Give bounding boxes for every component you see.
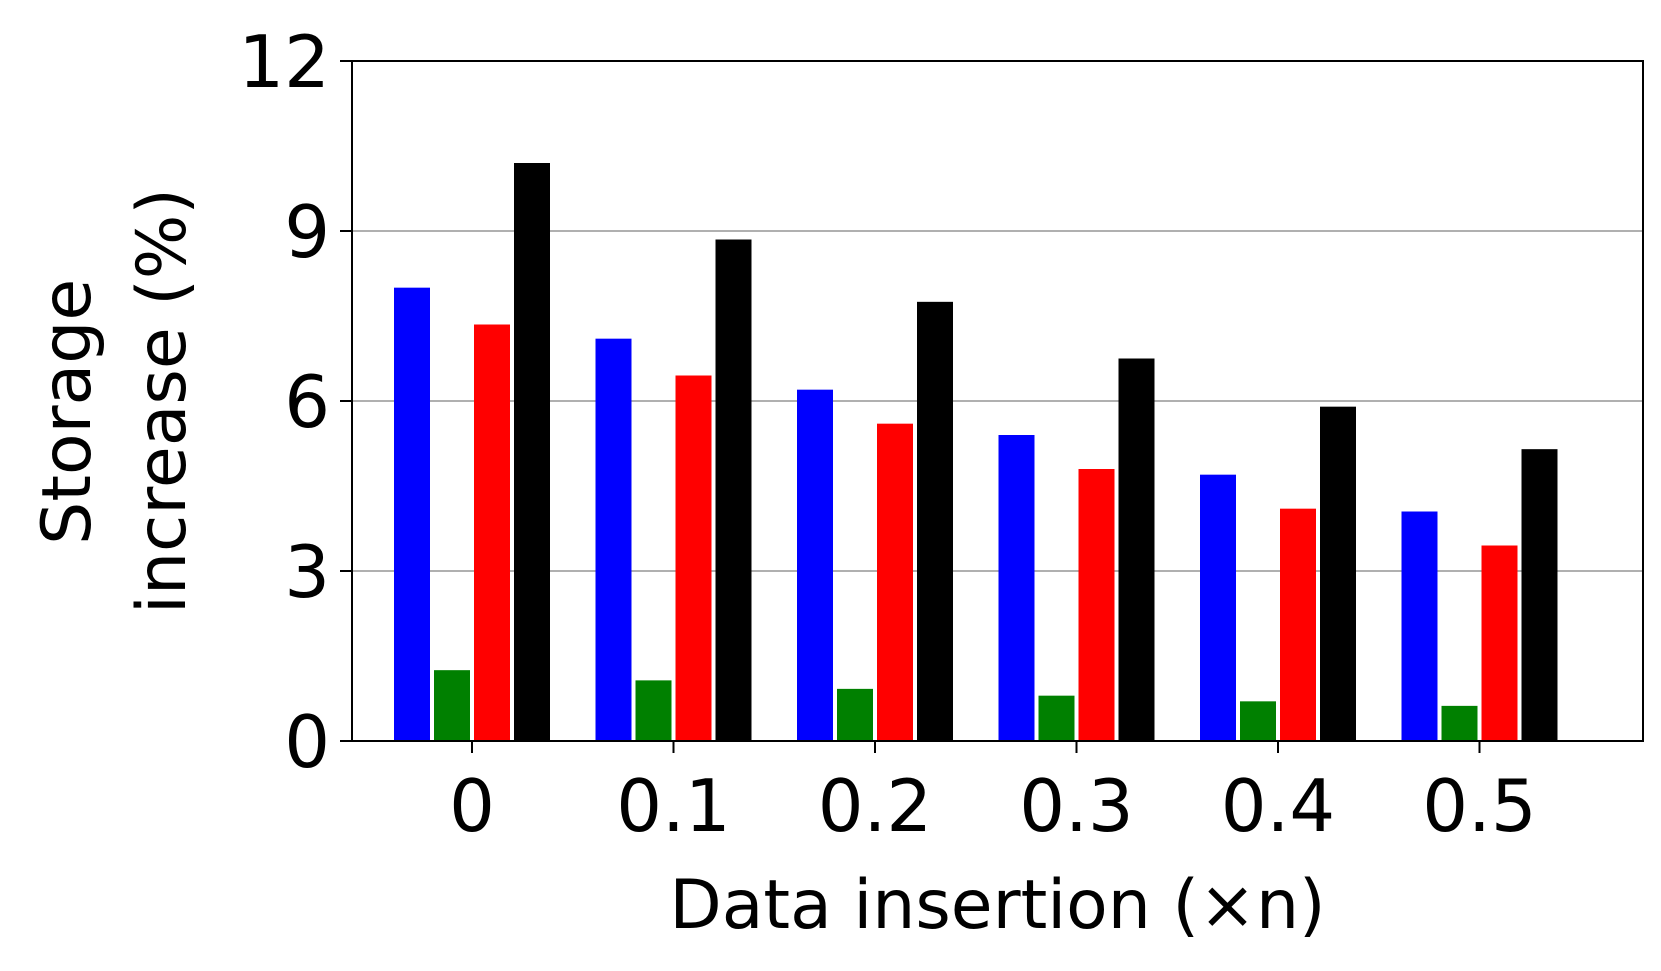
- x-tick-label: 0.4: [1221, 764, 1336, 848]
- bar: [998, 435, 1035, 741]
- y-tick-label: 6: [284, 360, 330, 444]
- bar: [394, 287, 430, 741]
- bar: [1280, 508, 1316, 741]
- y-tick-label: 12: [238, 20, 330, 104]
- bar: [877, 423, 913, 741]
- y-tick-label: 0: [284, 700, 330, 784]
- bar: [1240, 701, 1276, 741]
- bar: [837, 688, 873, 741]
- bar: [474, 324, 510, 741]
- bar: [1441, 705, 1478, 741]
- bar: [635, 680, 672, 741]
- y-tick-label: 9: [284, 190, 330, 274]
- bar: [595, 338, 632, 741]
- ticks: 0 3 6 9 12 0 0.1 0.2 0.3 0.4 0.5: [238, 20, 1536, 848]
- y-axis-title-line-1: Storage: [28, 279, 107, 545]
- x-tick-label: 0.5: [1422, 764, 1537, 848]
- bar: [1118, 358, 1155, 741]
- bar: [1038, 695, 1075, 741]
- x-axis-title: Data insertion (×n): [669, 866, 1325, 945]
- x-tick-label: 0.1: [616, 764, 731, 848]
- bar: [1521, 449, 1558, 741]
- bar: [675, 375, 712, 741]
- bar: [797, 389, 833, 741]
- y-axis-title-line-2: increase (%): [123, 188, 202, 614]
- x-tick-label: 0.3: [1019, 764, 1134, 848]
- bar: [1320, 406, 1356, 741]
- x-tick-label: 0.2: [818, 764, 933, 848]
- bar: [1401, 511, 1438, 741]
- x-tick-label: 0: [449, 764, 495, 848]
- y-axis-title: Storage increase (%): [28, 188, 202, 614]
- y-tick-label: 3: [284, 530, 330, 614]
- bar: [1200, 474, 1236, 741]
- bar: [514, 163, 550, 741]
- bar: [434, 670, 470, 741]
- bar: [917, 301, 953, 741]
- bar: [1078, 469, 1115, 741]
- bar: [1481, 545, 1518, 741]
- bars: [394, 163, 1558, 741]
- bar: [715, 239, 752, 741]
